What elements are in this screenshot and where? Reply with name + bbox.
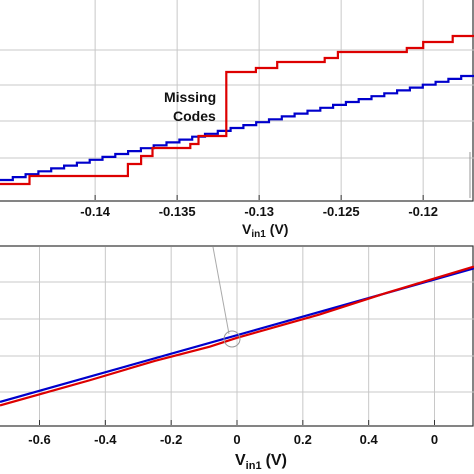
bottom-x-tick-label: 0.2	[294, 432, 312, 447]
top-grid	[0, 0, 474, 200]
top-plot-area	[0, 0, 474, 202]
top-x-tick-label: -0.135	[159, 204, 196, 219]
zoom-leader-line	[212, 246, 230, 335]
bottom-chart: -0.6 -0.4 -0.2 0 0.2 0.4 0 Vin1 (V)	[0, 245, 474, 472]
top-x-axis-label: Vin1 (V)	[242, 221, 288, 240]
bottom-tick-labels: -0.6 -0.4 -0.2 0 0.2 0.4 0	[28, 432, 438, 447]
top-series	[0, 34, 474, 186]
bottom-x-axis-label-main: V	[235, 452, 246, 469]
top-x-tick-label: -0.12	[408, 204, 438, 219]
bottom-series	[0, 265, 474, 407]
missing-codes-annotation-line2: Codes	[173, 108, 216, 124]
bottom-x-tick-label: 0.4	[360, 432, 379, 447]
bottom-x-tick-label: 0	[431, 432, 438, 447]
zoom-marker-circle	[223, 330, 241, 348]
bottom-x-tick-label: 0	[233, 432, 240, 447]
top-chart: -0.14 -0.135 -0.13 -0.125 -0.12 Vin1 (V) Miss…	[0, 0, 474, 240]
top-tick-labels: -0.14 -0.135 -0.13 -0.125 -0.12	[80, 204, 438, 219]
top-x-axis-label-unit: (V)	[270, 221, 289, 237]
missing-codes-annotation-line1: Missing	[164, 89, 216, 105]
top-x-axis-label-main: V	[242, 221, 252, 237]
top-x-tick-label: -0.125	[323, 204, 360, 219]
top-x-axis-label-sub: in1	[251, 229, 266, 240]
bottom-x-axis-label-sub: in1	[246, 460, 262, 472]
top-series-red-line	[0, 34, 474, 186]
bottom-x-axis-label: Vin1 (V)	[235, 452, 287, 472]
bottom-x-tick-label: -0.2	[160, 432, 182, 447]
bottom-x-tick-label: -0.6	[28, 432, 50, 447]
bottom-grid	[0, 247, 474, 425]
bottom-x-axis-label-unit: (V)	[266, 452, 287, 469]
bottom-x-tick-label: -0.4	[94, 432, 117, 447]
bottom-series-red-line	[0, 265, 474, 407]
top-x-tick-label: -0.13	[244, 204, 274, 219]
top-x-tick-label: -0.14	[80, 204, 110, 219]
top-series-blue-line	[0, 74, 474, 182]
